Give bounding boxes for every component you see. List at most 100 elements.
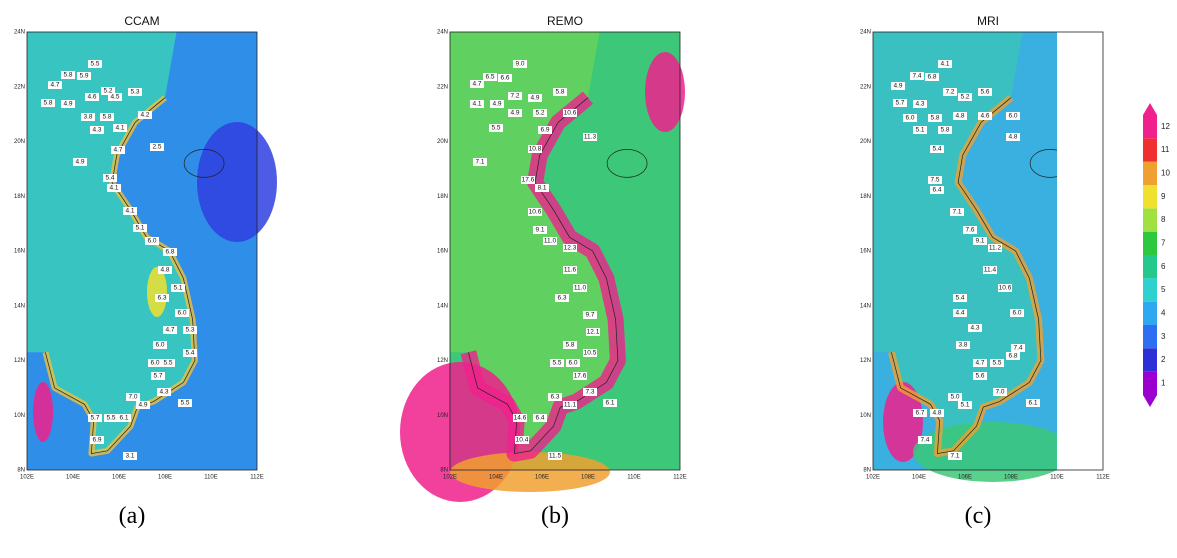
station-box [77,72,91,80]
station-box [973,237,987,245]
station-box [155,294,169,302]
station-value: 5.7 [153,373,162,380]
field-blob [883,382,923,462]
station-box [150,143,164,151]
station-box [513,414,527,422]
station-box [61,100,75,108]
colorbar-top [1143,103,1157,115]
station-value: 4.1 [472,101,481,108]
station-box [103,174,117,182]
station-value: 7.5 [930,177,939,184]
station-value: 4.7 [50,82,59,89]
station-value: 10.6 [564,110,577,117]
station-value: 6.4 [535,415,544,422]
station-box [81,113,95,121]
colorbar-label: 10 [1161,168,1170,177]
station-value: 5.4 [955,295,964,302]
station-value: 6.0 [1008,113,1017,120]
lat-label: 20N [860,139,871,145]
station-box [113,124,127,132]
colorbar-segment [1143,255,1157,279]
station-value: 4.9 [492,101,501,108]
station-value: 9.1 [535,227,544,234]
panel-caption: (c) [965,503,992,529]
colorbar-segment [1143,185,1157,209]
station-value: 4.9 [75,159,84,166]
station-value: 4.9 [138,402,147,409]
frame [26,31,258,471]
station-box [151,372,165,380]
lat-label: 24N [14,30,25,36]
station-box [90,126,104,134]
station-value: 5.8 [930,115,939,122]
station-value: 12.3 [564,245,577,252]
station-box [948,452,962,460]
station-box [48,81,62,89]
station-value: 4.1 [109,185,118,192]
colorbar-label: 7 [1161,238,1166,247]
station-box [489,124,503,132]
station-value: 5.5 [180,400,189,407]
station-box [930,409,944,417]
station-box [498,74,512,82]
station-value: 5.1 [915,127,924,134]
station-value: 5.5 [106,415,115,422]
station-box [85,93,99,101]
station-box [548,393,562,401]
lon-label: 106E [112,475,126,481]
station-value: 9.0 [515,61,524,68]
station-box [136,401,150,409]
station-value: 6.6 [500,75,509,82]
station-box [555,294,569,302]
station-value: 5.8 [43,100,52,107]
station-value: 5.1 [173,285,182,292]
station-box [148,359,162,367]
lat-label: 20N [14,139,25,145]
lat-label: 10N [860,413,871,419]
station-box [528,145,542,153]
field-blob [913,422,1073,482]
panel-title: REMO [547,14,583,28]
colorbar-label: 6 [1161,262,1166,271]
station-box [963,226,977,234]
station-box [126,393,140,401]
station-value: 10.6 [999,285,1012,292]
lat-label: 18N [437,194,448,200]
station-value: 10.4 [516,437,529,444]
station-value: 5.3 [130,89,139,96]
station-box [515,436,529,444]
station-value: 4.7 [165,327,174,334]
lon-label: 102E [20,475,34,481]
station-box [953,294,967,302]
station-value: 5.6 [980,89,989,96]
station-value: 11.5 [549,453,562,460]
lat-label: 10N [437,413,448,419]
station-value: 6.0 [177,310,186,317]
field-blob [33,382,53,442]
station-box [938,126,952,134]
station-value: 6.0 [155,342,164,349]
station-box [183,326,197,334]
station-box [566,359,580,367]
station-value: 6.8 [927,74,936,81]
station-box [533,109,547,117]
lon-label: 102E [443,475,457,481]
station-box [61,71,75,79]
station-box [583,133,597,141]
station-value: 3.1 [125,453,134,460]
station-box [41,99,55,107]
station-box [958,93,972,101]
station-box [956,341,970,349]
lat-label: 10N [14,413,25,419]
station-value: 6.3 [550,394,559,401]
colorbar-segment [1143,208,1157,232]
station-box [158,266,172,274]
station-box [513,60,527,68]
station-box [928,176,942,184]
lat-label: 8N [17,468,25,474]
colorbar-label: 1 [1161,378,1166,387]
colorbar-label: 12 [1161,122,1170,131]
station-value: 5.8 [63,72,72,79]
station-box [145,237,159,245]
